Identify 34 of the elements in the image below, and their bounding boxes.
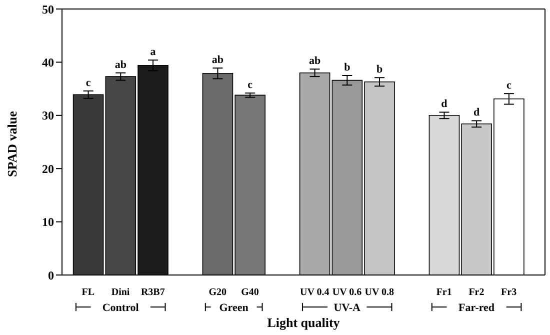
data-label: d — [474, 106, 480, 119]
text: Control — [102, 302, 139, 314]
x-axis-title: Light quality — [267, 315, 340, 330]
y-tick-label: 40 — [42, 55, 54, 70]
y-tick-label: 10 — [42, 215, 54, 230]
x-tick-label: Fr1 — [436, 287, 452, 298]
data-label: ab — [308, 55, 321, 68]
data-label: a — [150, 46, 156, 58]
x-tick-label: Dini — [111, 287, 130, 298]
x-tick-label: G40 — [241, 287, 259, 298]
data-label: b — [344, 62, 350, 74]
data-label: ab — [114, 58, 126, 71]
y-tick-label: 20 — [42, 162, 54, 176]
x-tick-label: UV 0.8 — [364, 287, 394, 298]
x-tick-label: R3B7 — [140, 287, 165, 298]
data-label: ab — [212, 54, 224, 66]
y-axis-title: SPAD value — [4, 110, 20, 177]
x-tick-label: FL — [82, 287, 95, 298]
data-label: c — [86, 76, 91, 89]
text: UV-A — [334, 302, 360, 314]
text: Green — [219, 302, 248, 314]
data-label: b — [376, 64, 383, 76]
x-tick-label: Fr3 — [501, 287, 517, 298]
x-tick-label: G20 — [208, 287, 226, 298]
y-tick-label: 0 — [48, 268, 54, 282]
data-label: d — [441, 98, 448, 110]
x-tick-label: Fr2 — [468, 287, 484, 298]
x-tick-label: UV 0.6 — [332, 287, 362, 298]
data-label: c — [506, 80, 512, 92]
data-label: c — [248, 79, 253, 92]
x-tick-label: UV 0.4 — [300, 287, 330, 298]
y-tick-label: 50 — [42, 2, 54, 16]
text: Far-red — [458, 302, 495, 314]
y-tick-label: 30 — [42, 108, 54, 123]
